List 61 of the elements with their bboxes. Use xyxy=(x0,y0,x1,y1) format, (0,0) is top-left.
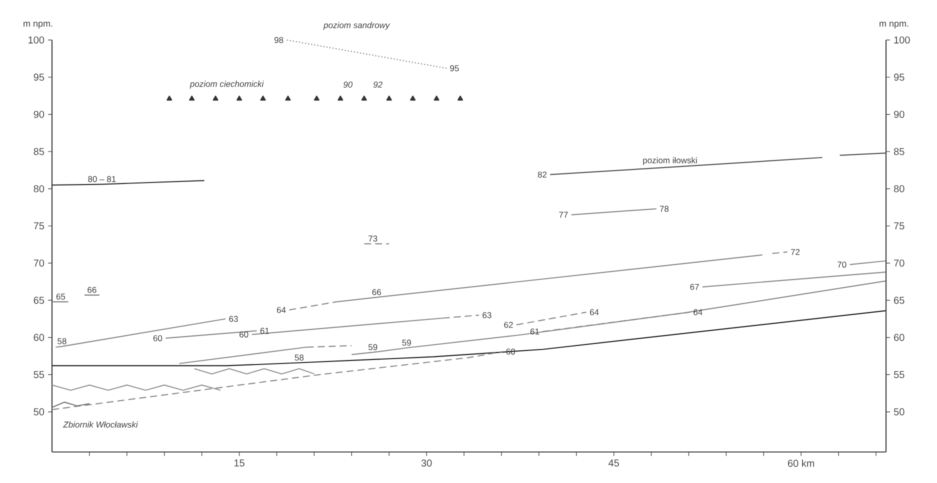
annotation: poziom ciechomicki xyxy=(190,80,264,89)
y-tick-label: 100 xyxy=(28,36,44,44)
annotation: 64 xyxy=(590,309,599,316)
y-tick-label: 85 xyxy=(34,148,44,156)
annotation: 72 xyxy=(791,248,800,255)
annotation: 65 xyxy=(56,294,66,300)
y-tick-label: 75 xyxy=(34,222,44,230)
line-series xyxy=(351,280,887,356)
annotation: 63 xyxy=(482,312,492,318)
y2-tick-label: 55 xyxy=(894,371,904,378)
annotation: 90 xyxy=(343,82,353,88)
x-tick-label: 15 xyxy=(234,460,244,467)
annotation: 73 xyxy=(368,236,378,242)
y-tick-label: 80 xyxy=(34,185,44,192)
y2-tick-label: 65 xyxy=(894,296,904,304)
annotation: 60 xyxy=(153,335,162,342)
y-tick-label: 90 xyxy=(34,110,44,118)
y2-tick-label: 100 xyxy=(894,36,910,44)
y2-tick-label: 95 xyxy=(894,74,904,81)
annotation: 70 xyxy=(838,262,846,268)
line-series xyxy=(51,351,504,410)
annotation: 61 xyxy=(260,328,269,334)
text: poziom sandrowy xyxy=(323,22,390,30)
y-tick-label: 50 xyxy=(34,408,44,416)
annotation: poziom iłowski xyxy=(643,157,697,165)
annotation: 80 – 81 xyxy=(88,176,116,182)
y2-tick-label: 80 xyxy=(894,185,904,192)
annotation: 98 xyxy=(274,36,284,43)
annotation: 95 xyxy=(450,65,459,72)
y2-tick-label: 75 xyxy=(894,222,904,230)
y-tick-label: 60 xyxy=(34,334,44,342)
annotation: 60 xyxy=(240,331,248,338)
annotation: 59 xyxy=(402,340,411,346)
annotation: 58 xyxy=(294,354,304,361)
annotation: 58 xyxy=(58,338,66,344)
annotation: 62 xyxy=(504,322,513,328)
y-tick-label: 70 xyxy=(34,260,44,267)
y-tick-label: 55 xyxy=(34,371,44,378)
y2-tick-label: 60 xyxy=(894,334,904,342)
x-tick-label: 45 xyxy=(608,460,619,467)
y2-tick-label: 70 xyxy=(894,260,904,267)
annotation: 59 xyxy=(368,344,378,350)
annotation: 66 xyxy=(372,289,381,296)
y-tick-label: 95 xyxy=(34,74,44,81)
annotation: 77 xyxy=(559,212,568,218)
y-axis-title: m npm. xyxy=(24,22,52,28)
y2-tick-label: 85 xyxy=(894,148,904,156)
annotation: 64 xyxy=(277,306,286,313)
y2-tick-label: 50 xyxy=(894,408,904,416)
y2-tick-label: 90 xyxy=(894,110,904,118)
annotation: 82 xyxy=(538,172,547,178)
annotation: 78 xyxy=(660,206,669,212)
annotation: 66 xyxy=(88,286,96,293)
annotation: 92 xyxy=(373,82,382,88)
x-tick-label: 60 km xyxy=(788,460,814,467)
annotation: 63 xyxy=(229,316,238,322)
annotation: Zbiornik Włocławski xyxy=(63,421,138,428)
annotation: 67 xyxy=(690,284,699,290)
y2-axis-title: m npm. xyxy=(880,22,908,28)
y-tick-label: 65 xyxy=(34,296,44,304)
x-tick-label: 30 xyxy=(421,460,432,467)
